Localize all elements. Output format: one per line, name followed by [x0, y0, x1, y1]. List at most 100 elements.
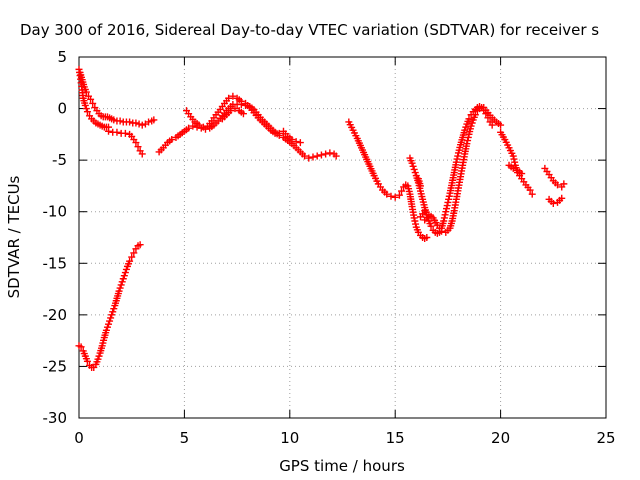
data-point — [136, 241, 144, 249]
y-tick-label: -5 — [52, 151, 67, 169]
data-point — [410, 214, 418, 222]
data-point — [118, 278, 126, 286]
data-point — [237, 97, 245, 105]
data-point — [292, 138, 300, 146]
data-point — [106, 317, 114, 325]
data-point — [411, 217, 419, 225]
data-point — [309, 153, 317, 161]
y-tick-label: -25 — [43, 357, 68, 375]
data-point — [412, 220, 420, 228]
data-point — [135, 120, 143, 128]
data-point — [105, 320, 113, 328]
data-point — [110, 305, 118, 313]
data-point — [121, 129, 129, 137]
data-point — [110, 116, 118, 124]
data-point — [462, 123, 470, 131]
axis-ticks — [78, 56, 607, 419]
x-tick-label: 20 — [491, 429, 510, 447]
data-point — [150, 116, 158, 124]
data-point — [443, 202, 451, 210]
data-point — [444, 198, 452, 206]
x-tick-label: 0 — [74, 429, 84, 447]
data-point — [442, 205, 450, 213]
data-point — [77, 343, 85, 351]
data-point — [121, 269, 129, 277]
data-point — [554, 181, 562, 189]
data-point — [442, 208, 450, 216]
data-point — [115, 287, 123, 295]
data-point — [81, 101, 89, 109]
data-point — [528, 190, 536, 198]
data-point — [313, 152, 321, 160]
data-point — [410, 165, 418, 173]
data-point — [398, 187, 406, 195]
data-point — [560, 180, 568, 188]
data-point — [441, 211, 449, 219]
data-point — [231, 105, 239, 113]
data-point — [440, 217, 448, 225]
data-point — [476, 105, 484, 113]
grid — [79, 57, 606, 418]
data-point — [461, 126, 469, 134]
data-point — [408, 159, 416, 167]
data-point — [132, 139, 140, 147]
data-point — [117, 281, 125, 289]
data-point — [463, 140, 471, 148]
data-point — [195, 121, 203, 129]
data-point — [305, 154, 313, 162]
data-point — [126, 118, 134, 126]
data-point — [558, 194, 566, 202]
data-point — [128, 253, 136, 261]
data-point — [83, 108, 91, 116]
data-point — [471, 111, 479, 119]
chart-title: Day 300 of 2016, Sidereal Day-to-day VTE… — [20, 21, 599, 39]
x-tick-label: 10 — [280, 429, 299, 447]
data-point — [518, 170, 526, 178]
data-point — [185, 124, 193, 132]
data-point — [108, 311, 116, 319]
data-point — [488, 121, 496, 129]
data-point — [423, 234, 431, 241]
data-point — [95, 352, 103, 360]
data-point — [189, 122, 197, 130]
data-point — [549, 199, 557, 207]
data-point — [275, 129, 283, 137]
data-point — [132, 119, 140, 127]
data-point — [239, 110, 247, 118]
data-point — [116, 284, 124, 292]
data-point — [138, 121, 146, 129]
data-point — [497, 121, 505, 129]
data-point — [454, 152, 462, 160]
data-point — [416, 182, 424, 190]
x-tick-label: 25 — [596, 429, 615, 447]
data-point — [509, 164, 517, 172]
data-point — [122, 265, 130, 273]
y-axis-label: SDTVAR / TECUs — [5, 175, 23, 298]
data-point — [119, 275, 127, 283]
data-point — [94, 355, 102, 363]
x-tick-label: 15 — [386, 429, 405, 447]
data-point — [126, 257, 134, 265]
data-point — [421, 207, 429, 215]
y-tick-label: 0 — [57, 100, 67, 118]
data-point — [326, 149, 334, 157]
y-tick-label: -20 — [43, 306, 68, 324]
data-point — [288, 136, 296, 144]
data-point — [322, 150, 330, 158]
data-point — [105, 127, 113, 135]
data-point — [102, 326, 110, 334]
y-tick-label: -30 — [43, 409, 68, 427]
data-point — [138, 150, 146, 158]
data-point — [510, 155, 518, 163]
data-point — [145, 118, 153, 126]
data-point — [134, 143, 142, 151]
data-point — [83, 357, 91, 365]
y-tick-label: -15 — [43, 254, 68, 272]
data-point — [109, 308, 117, 316]
data-point — [464, 137, 472, 145]
data-point — [120, 272, 128, 280]
data-point — [82, 105, 90, 113]
data-point — [317, 151, 325, 159]
data-point — [332, 152, 340, 160]
data-point — [409, 162, 417, 170]
